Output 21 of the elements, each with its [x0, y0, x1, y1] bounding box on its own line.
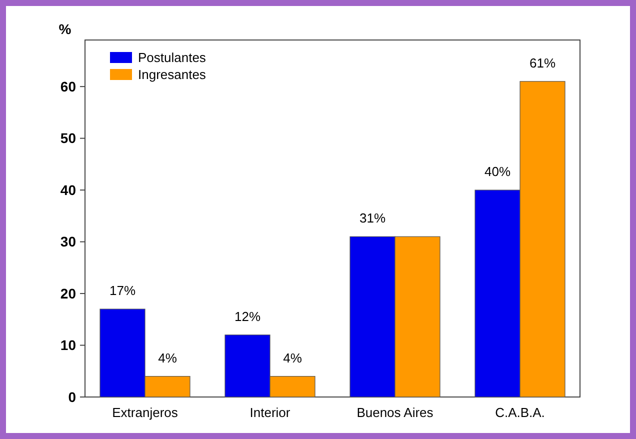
- data-label: 12%: [234, 308, 261, 324]
- y-axis-title: %: [58, 21, 72, 37]
- data-label: 61%: [529, 55, 556, 70]
- data-label: 31%: [359, 210, 386, 226]
- y-tick-label: 10: [60, 337, 76, 354]
- x-tick-label: Extranjeros: [112, 405, 178, 420]
- data-label: 40%: [484, 164, 511, 180]
- x-tick-label: Buenos Aires: [356, 405, 434, 420]
- legend-label: Postulantes: [138, 50, 206, 65]
- y-tick-label: 30: [60, 234, 76, 250]
- y-tick-label: 60: [60, 78, 76, 94]
- data-label: 17%: [109, 283, 136, 298]
- y-tick-label: 20: [60, 285, 76, 302]
- data-label: 4%: [158, 350, 178, 366]
- y-tick-label: 0: [68, 388, 76, 405]
- x-tick-label: Interior: [250, 405, 291, 420]
- x-tick-label: C.A.B.A.: [495, 405, 545, 420]
- y-tick-label: 50: [60, 130, 76, 146]
- data-label: 4%: [283, 350, 302, 366]
- y-tick-label: 40: [60, 182, 76, 198]
- legend-label: Ingresantes: [138, 67, 206, 82]
